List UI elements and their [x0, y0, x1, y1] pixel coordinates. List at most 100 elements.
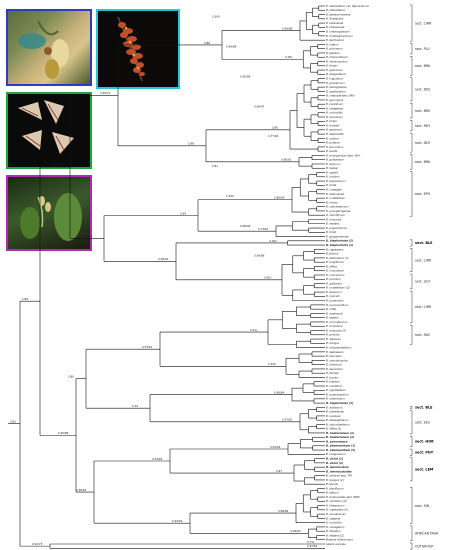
taxon-label: B. rubiginosum — [326, 452, 346, 456]
taxon-label: B. blepharistes (1) — [326, 243, 353, 247]
taxon-label: B. spathulatum — [326, 89, 346, 93]
section-label: sect. BRU — [415, 109, 431, 113]
support-value: 1/99 — [180, 211, 186, 215]
taxon-label: B. levatii — [326, 149, 338, 153]
taxon-label: B. taiwanense — [326, 25, 345, 29]
support-value: 1/81 — [10, 419, 16, 423]
taxon-label: B. baileyi — [326, 166, 338, 170]
taxon-label: B. bisetum — [326, 380, 340, 384]
support-value: 1/96 — [22, 297, 28, 301]
taxon-label: B. emarginatum sect. RHY — [326, 153, 361, 157]
support-value: 0.96/84 — [274, 390, 285, 394]
section-label: sect. HOR — [415, 440, 434, 444]
taxon-label: B. psychoon — [326, 128, 342, 132]
taxon-label: B. fischeri — [326, 371, 339, 375]
tree-branches — [8, 5, 325, 549]
section-label: AFRICAN TAXA — [415, 532, 439, 536]
taxon-label: B. hymenanthum — [326, 303, 349, 307]
taxon-label: B. reptans — [326, 222, 340, 226]
taxon-label: B. fimbriperianthium — [326, 34, 353, 38]
taxon-label: B. repens — [326, 316, 339, 320]
support-value: 0.94/94 — [172, 519, 183, 523]
taxon-label: B. hookerianum (2) — [326, 435, 354, 439]
taxon-label: B. gibbosum — [326, 281, 343, 285]
taxon-label: B. ambrosia — [326, 217, 342, 221]
section-bracket — [410, 290, 413, 324]
taxon-label: B. candidum — [326, 384, 343, 388]
section-brackets: sect. CIRR sect. PLU sect. BRA sect. DES sec… — [410, 4, 439, 550]
support-value: 0.98/98 — [240, 224, 251, 228]
taxon-label: B. guttulatum — [326, 158, 344, 162]
taxon-label: B. depressum — [326, 350, 344, 354]
taxon-label: B. fordii — [326, 230, 336, 234]
taxon-label: B. tianguii — [326, 341, 339, 345]
taxon-label: B. nigrescens — [326, 247, 344, 251]
support-value: 0.86/59 — [274, 196, 285, 200]
taxon-label: B. luteum — [326, 42, 339, 46]
taxon-label: B. pugioniforme — [326, 226, 347, 230]
support-value: 0.53/61 — [142, 345, 153, 349]
support-value: 0.98/94 — [76, 488, 87, 492]
taxon-label: B. tigrinum — [326, 162, 341, 166]
taxon-label: B. shweliense — [326, 410, 344, 414]
taxon-label: B. hamatum — [326, 354, 342, 358]
taxon-label: B. eberhardtii — [326, 132, 344, 136]
taxon-label: B. gongshanense — [326, 234, 349, 238]
taxon-label: B. rhizomatosum — [326, 55, 349, 59]
section-bracket — [410, 43, 413, 55]
photo-green — [6, 92, 92, 169]
taxon-label: B. gymnopus — [326, 98, 344, 102]
taxon-label: B. sutepense — [326, 106, 343, 110]
taxon-label: B. ovatum — [326, 136, 340, 140]
support-value: 1/98 — [188, 142, 194, 146]
section-bracket — [410, 487, 413, 524]
section-label: sect. SES — [415, 421, 430, 425]
taxon-label: B. japonicum — [326, 68, 343, 72]
taxon-label: B. phaenanthum (1) — [326, 444, 355, 448]
taxon-label: B. cheiri (2) — [326, 461, 343, 465]
taxon-label: B. wallichii sect. TRI — [326, 474, 352, 478]
section-label: sect. BRA — [415, 64, 431, 68]
support-value: 0.93/64 — [270, 445, 281, 449]
taxon-label: B. farreri — [326, 64, 338, 68]
taxon-label: B. phaenanthum (2) — [326, 448, 355, 452]
section-label: sect. BLE — [415, 406, 433, 410]
support-value: 1/80 — [68, 374, 74, 378]
taxon-label: B. putidum — [326, 141, 341, 145]
section-bracket — [410, 324, 413, 345]
section-label: sect. CIRR — [415, 21, 432, 25]
taxon-label: B. affine — [326, 264, 337, 268]
taxon-label: B. blepharistes (2) — [326, 239, 353, 243]
support-value: 0.92/73 — [32, 542, 43, 546]
taxon-label: B. secundum — [326, 367, 343, 371]
support-value: 0.91/- — [250, 328, 258, 332]
taxon-label: B. pectinatum — [326, 38, 345, 42]
support-value: 0.99/88 — [254, 254, 265, 258]
taxon-label: B. umbellatum (2) — [326, 286, 350, 290]
taxon-label: B. odoratissimum — [326, 205, 349, 209]
section-label: sect. BRA — [415, 160, 431, 164]
photo-magenta — [6, 175, 92, 251]
taxon-label: B. blepharistes (3) — [326, 401, 353, 405]
taxon-label: B. lemniscatoides — [326, 469, 352, 473]
taxon-label: B. retusiusculum — [326, 59, 348, 63]
support-value: 0.96/91 — [281, 158, 292, 162]
taxon-label: B. medusae sect. BRA — [326, 94, 355, 98]
section-bracket — [410, 457, 413, 482]
taxon-label: B. andersonii — [326, 311, 343, 315]
taxon-label: B. lingulatum — [326, 76, 344, 80]
support-value: 0.97/64 — [307, 544, 318, 548]
taxon-label: B. candidum (2) — [326, 499, 347, 503]
section-bracket — [410, 132, 413, 153]
taxon-label: B. macrantum — [326, 273, 345, 277]
taxon-label: B. nematocaulon — [326, 358, 348, 362]
taxon-label: B. insulsum — [326, 414, 342, 418]
section-bracket — [410, 102, 413, 119]
taxon-label: B. micholitzii — [326, 111, 343, 115]
support-value: 1/73 — [86, 234, 92, 238]
taxon-label: B. bicolor — [326, 375, 339, 379]
support-value: 0.95/88 — [58, 431, 69, 435]
taxon-label: B. reptans (2) — [326, 533, 344, 537]
taxon-label: B. dayanum — [326, 290, 342, 294]
